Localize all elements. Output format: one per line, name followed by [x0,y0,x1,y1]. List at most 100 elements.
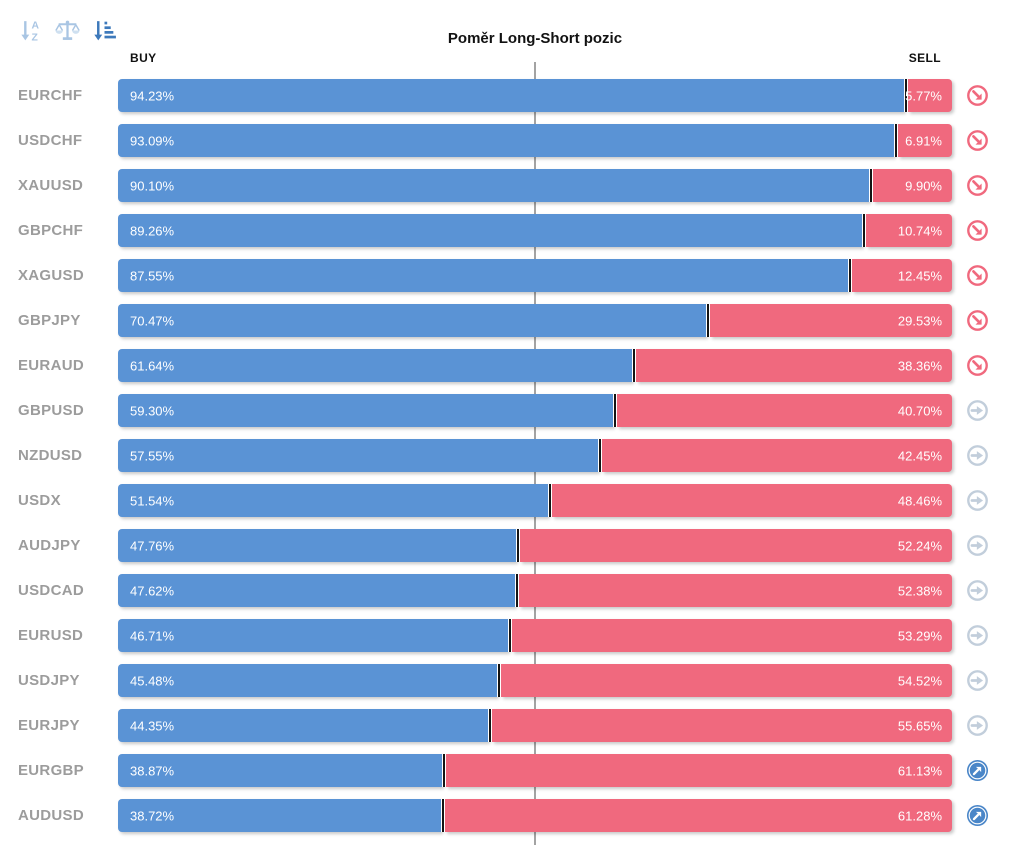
trend-down-icon [967,220,988,241]
table-row: GBPCHF 89.26% 10.74% [0,208,1029,253]
trend-icon-button[interactable] [952,534,1029,557]
sell-percent-value: 54.52% [897,673,942,688]
sell-percent-value: 52.38% [897,583,942,598]
buy-bar-segment: 46.71% [118,619,508,652]
bar-divider [903,79,908,112]
trend-icon-button[interactable] [952,399,1029,422]
symbol-label: USDCHF [18,132,83,149]
trend-down-icon [967,130,988,151]
trend-flat-icon [967,625,988,646]
symbol-label: AUDJPY [18,537,81,554]
buy-bar-segment: 44.35% [118,709,488,742]
trend-icon-button[interactable] [952,309,1029,332]
chart-title: Poměr Long-Short pozic [447,30,623,47]
trend-icon-button[interactable] [952,264,1029,287]
trend-icon-button[interactable] [952,714,1029,737]
bar-divider [497,664,502,697]
trend-icon-button[interactable] [952,804,1029,827]
buy-column-header: BUY [130,51,157,65]
trend-icon-button[interactable] [952,129,1029,152]
table-row: EURGBP 38.87% 61.13% [0,748,1029,793]
sell-column-header: SELL [908,51,941,65]
bar-divider [848,259,853,292]
long-short-bar: 47.62% 52.38% [118,574,952,607]
balance-scale-button[interactable] [53,16,81,44]
symbol-label: EURJPY [18,717,80,734]
long-short-bar: 51.54% 48.46% [118,484,952,517]
table-row: AUDUSD 38.72% 61.28% [0,793,1029,838]
bar-divider [862,214,867,247]
trend-icon-button[interactable] [952,489,1029,512]
buy-bar-segment: 38.87% [118,754,443,787]
buy-bar-segment: 51.54% [118,484,548,517]
long-short-bar: 47.76% 52.24% [118,529,952,562]
sell-bar-segment: 48.46% [551,484,952,517]
table-row: USDX 51.54% 48.46% [0,478,1029,523]
long-short-bar: 38.87% 61.13% [118,754,952,787]
trend-flat-icon [967,400,988,421]
trend-icon-button[interactable] [952,579,1029,602]
buy-percent-value: 89.26% [130,223,175,238]
symbol-label: NZDUSD [18,447,83,464]
trend-icon-button[interactable] [952,624,1029,647]
table-row: NZDUSD 57.55% 42.45% [0,433,1029,478]
buy-percent-value: 47.62% [130,583,175,598]
sell-bar-segment: 40.70% [616,394,952,427]
sell-percent-value: 53.29% [897,628,942,643]
sort-amount-desc-icon [93,20,116,40]
svg-text:Z: Z [31,32,38,43]
sort-alphabetical-button[interactable]: A Z [16,16,44,44]
trend-icon-button[interactable] [952,759,1029,782]
trend-icon-button[interactable] [952,174,1029,197]
buy-percent-value: 51.54% [130,493,175,508]
buy-bar-segment: 87.55% [118,259,849,292]
sort-amount-desc-button[interactable] [90,16,118,44]
long-short-bar: 93.09% 6.91% [118,124,952,157]
buy-percent-value: 87.55% [130,268,175,283]
sell-bar-segment: 10.74% [866,214,952,247]
sell-bar-segment: 52.38% [519,574,952,607]
sell-percent-value: 61.28% [897,808,942,823]
sell-bar-segment: 42.45% [601,439,952,472]
buy-percent-value: 57.55% [130,448,175,463]
buy-bar-segment: 89.26% [118,214,863,247]
symbol-label: GBPJPY [18,312,81,329]
trend-icon-button[interactable] [952,84,1029,107]
long-short-bar: 89.26% 10.74% [118,214,952,247]
buy-bar-segment: 38.72% [118,799,441,832]
trend-icon-button[interactable] [952,219,1029,242]
bar-divider [547,484,552,517]
long-short-bar: 45.48% 54.52% [118,664,952,697]
sell-percent-value: 5.77% [905,88,942,103]
bar-divider [516,529,521,562]
buy-percent-value: 94.23% [130,88,175,103]
buy-bar-segment: 94.23% [118,79,904,112]
trend-icon-button[interactable] [952,444,1029,467]
buy-percent-value: 38.87% [130,763,175,778]
buy-percent-value: 46.71% [130,628,175,643]
trend-icon-button[interactable] [952,669,1029,692]
symbol-label: AUDUSD [18,807,84,824]
symbol-label: USDCAD [18,582,84,599]
sell-percent-value: 52.24% [897,538,942,553]
sell-percent-value: 12.45% [897,268,942,283]
symbol-label: XAUUSD [18,177,84,194]
buy-bar-segment: 59.30% [118,394,613,427]
sell-bar-segment: 61.13% [446,754,952,787]
long-short-bar: 44.35% 55.65% [118,709,952,742]
buy-percent-value: 90.10% [130,178,175,193]
sell-percent-value: 61.13% [897,763,942,778]
buy-percent-value: 47.76% [130,538,175,553]
sell-percent-value: 42.45% [897,448,942,463]
buy-bar-segment: 93.09% [118,124,895,157]
trend-down-icon [967,265,988,286]
bar-divider [507,619,512,652]
buy-bar-segment: 90.10% [118,169,870,202]
trend-icon-button[interactable] [952,354,1029,377]
sell-bar-segment: 29.53% [709,304,952,337]
table-row: EURAUD 61.64% 38.36% [0,343,1029,388]
sell-bar-segment: 12.45% [852,259,952,292]
buy-bar-segment: 47.76% [118,529,517,562]
long-short-bar: 59.30% 40.70% [118,394,952,427]
bar-divider [612,394,617,427]
